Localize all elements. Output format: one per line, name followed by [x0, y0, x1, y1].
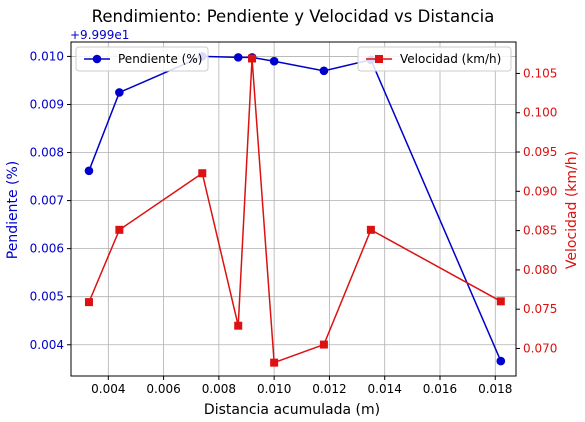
x-tick-label: 0.004: [91, 382, 125, 396]
data-point: [198, 169, 207, 178]
plot-frame: [70, 41, 517, 377]
y-right-tick-label: 0.100: [523, 106, 557, 120]
grid: [71, 42, 516, 376]
data-point: [269, 56, 279, 66]
x-axis: 0.004 0.006 0.008 0.010 0.012 0.014 0.016 0.018: [91, 376, 512, 396]
y-left-tick-label: 0.008: [30, 146, 64, 160]
y-axis-right: 0.070 0.075 0.080 0.085 0.090 0.095 0.100 0.105: [516, 66, 557, 355]
series-pendiente: [84, 52, 506, 366]
data-point: [115, 88, 124, 97]
y-left-tick-label: 0.005: [30, 290, 64, 304]
y-left-tick-label: 0.010: [30, 49, 64, 63]
x-tick-label: 0.016: [423, 382, 457, 396]
x-tick-label: 0.006: [146, 382, 180, 396]
chart-title: Rendimiento: Pendiente y Velocidad vs Di…: [92, 7, 495, 26]
x-tick-label: 0.014: [368, 382, 402, 396]
data-point: [84, 166, 94, 176]
y-left-tick-label: 0.006: [30, 242, 64, 256]
data-point: [84, 298, 93, 307]
y-right-tick-label: 0.080: [523, 263, 557, 277]
y-axis-left-offset-label: +9.999e1: [70, 28, 129, 42]
series-layer: [84, 52, 506, 367]
data-point: [319, 66, 329, 76]
legend-marker: [375, 55, 383, 63]
legend-box: [357, 46, 512, 72]
x-tick-label: 0.018: [478, 382, 512, 396]
y-right-tick-label: 0.070: [523, 341, 557, 355]
x-axis-label: Distancia acumulada (m): [204, 402, 380, 418]
data-point: [248, 54, 257, 63]
y-left-tick-label: 0.004: [30, 338, 64, 352]
legend-label: Velocidad (km/h): [400, 52, 501, 66]
legend-marker: [92, 54, 102, 64]
y-right-tick-label: 0.090: [523, 184, 557, 198]
legends: Pendiente (%) Velocidad (km/h): [75, 46, 512, 72]
y-right-tick-label: 0.105: [523, 66, 557, 80]
y-right-tick-label: 0.085: [523, 224, 557, 238]
series-velocidad: [84, 54, 505, 367]
y-right-tick-label: 0.095: [523, 145, 557, 159]
data-point: [496, 356, 506, 366]
y-right-tick-label: 0.075: [523, 302, 557, 316]
data-point: [366, 225, 375, 234]
y-left-tick-label: 0.009: [30, 97, 64, 111]
y-axis-right-label: Velocidad (km/h): [564, 151, 580, 269]
data-point: [270, 358, 279, 367]
legend-right: Velocidad (km/h): [357, 46, 512, 72]
x-tick-label: 0.012: [312, 382, 346, 396]
y-left-tick-label: 0.007: [30, 194, 64, 208]
data-point: [233, 53, 243, 62]
x-tick-label: 0.008: [202, 382, 236, 396]
x-tick-label: 0.010: [257, 382, 291, 396]
legend-box: [75, 46, 209, 72]
data-point: [234, 321, 243, 330]
legend-left: Pendiente (%): [75, 46, 209, 72]
data-point: [115, 225, 124, 234]
legend-label: Pendiente (%): [118, 52, 202, 66]
y-axis-left-label: Pendiente (%): [5, 161, 21, 259]
data-point: [496, 297, 505, 306]
data-point: [319, 340, 328, 349]
y-axis-left: 0.004 0.005 0.006 0.007 0.008 0.009 0.010: [30, 49, 71, 352]
